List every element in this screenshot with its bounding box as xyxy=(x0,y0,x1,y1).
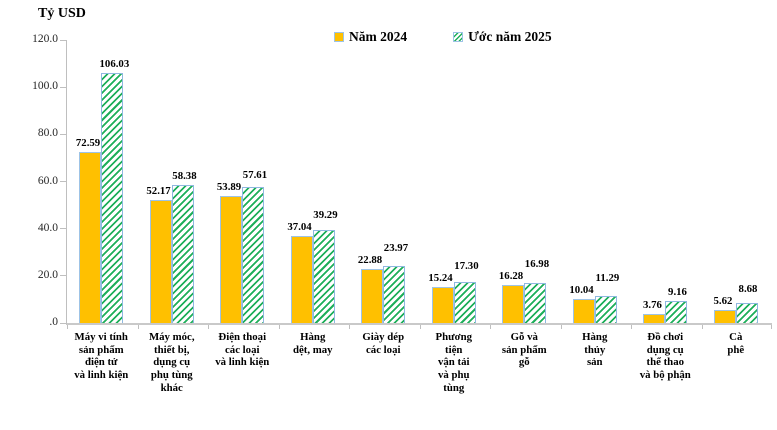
bar-uoc-nam-2025 xyxy=(665,301,687,323)
legend-item-2025: Ước năm 2025 xyxy=(453,29,552,45)
legend-item-2024: Năm 2024 xyxy=(334,29,407,45)
bar-value-label-2025: 8.68 xyxy=(738,282,758,295)
bar-nam-2024 xyxy=(713,309,736,323)
bar-value-label-2025: 17.30 xyxy=(454,260,479,273)
bar-nam-2024 xyxy=(79,151,101,323)
y-tick xyxy=(60,322,67,324)
y-tick xyxy=(60,39,67,41)
bar-value-label-2024: 53.89 xyxy=(216,180,242,193)
category-group: 10.04 11.29 xyxy=(561,40,632,323)
category-group: 22.88 23.97 xyxy=(349,40,420,323)
y-tick-label: 80.0 xyxy=(37,127,58,140)
bar-uoc-nam-2025 xyxy=(171,185,194,323)
bar-nam-2024 xyxy=(643,314,665,323)
bar-value-label-2024: 15.24 xyxy=(428,272,453,285)
bar-value-label-2025: 16.98 xyxy=(524,257,550,270)
bar-value-label-2025: 9.16 xyxy=(668,286,687,299)
bar-nam-2024 xyxy=(149,199,172,323)
y-tick-label: 100.0 xyxy=(32,80,58,93)
y-tick xyxy=(60,133,67,135)
category-label: Giày dép các loại xyxy=(362,331,405,356)
bar-uoc-nam-2025 xyxy=(735,302,758,323)
category-group: 16.28 16.98 xyxy=(490,40,561,323)
category-group: 53.89 57.61 xyxy=(208,40,279,323)
y-tick-label: .0 xyxy=(49,316,58,328)
bar-value-label-2024: 16.28 xyxy=(498,269,524,282)
plot-area: 72.59 106.03 52.17 58.38 53.89 57.61 37.04 39.2… xyxy=(60,39,773,329)
category-group: 15.24 17.30 xyxy=(420,40,491,323)
bar-value-label-2025: 39.29 xyxy=(313,208,338,221)
legend-swatch-2025-icon xyxy=(453,32,464,42)
x-tick xyxy=(631,325,632,329)
category-group: 37.04 39.29 xyxy=(279,40,350,323)
category-label: Máy móc, thiết bị, dụng cụ phụ tùng khác xyxy=(148,331,195,394)
bar-value-label-2025: 11.29 xyxy=(595,272,620,285)
bar-nam-2024 xyxy=(220,195,242,323)
category-label: Máy vi tính sản phẩm điện tử và linh kiệ… xyxy=(74,331,129,382)
y-tick xyxy=(60,181,67,182)
bar-value-label-2024: 52.17 xyxy=(146,184,171,197)
bar-value-label-2024: 72.59 xyxy=(75,136,101,149)
bar-nam-2024 xyxy=(361,269,383,323)
y-tick xyxy=(60,228,67,230)
category-label: Điện thoại các loại và linh kiện xyxy=(215,331,270,369)
x-tick xyxy=(349,325,350,329)
bar-uoc-nam-2025 xyxy=(242,187,264,323)
x-tick xyxy=(701,325,703,329)
bar-uoc-nam-2025 xyxy=(312,230,335,323)
y-tick-label: 20.0 xyxy=(37,268,58,281)
category-label: Gỗ và sản phẩm gỗ xyxy=(501,331,547,369)
x-tick xyxy=(560,325,562,329)
category-group: 52.17 58.38 xyxy=(138,40,209,323)
legend-label-2025: Ước năm 2025 xyxy=(468,29,552,44)
x-tick xyxy=(137,325,139,329)
category-group: 5.62 8.68 xyxy=(702,40,773,323)
category-label: Cà phê xyxy=(727,331,745,356)
x-tick xyxy=(490,325,491,329)
legend: Năm 2024 Ước năm 2025 xyxy=(334,29,552,45)
bar-uoc-nam-2025 xyxy=(101,72,123,323)
bar-uoc-nam-2025 xyxy=(453,282,476,323)
category-label: Đồ chơi dụng cụ thể thao và bộ phận xyxy=(639,331,691,382)
category-group: 72.59 106.03 xyxy=(67,40,138,323)
legend-swatch-2024-icon xyxy=(334,32,344,42)
category-label: Hàng dệt, may xyxy=(292,331,333,356)
bar-nam-2024 xyxy=(290,235,313,323)
y-tick xyxy=(60,86,67,88)
x-tick xyxy=(208,325,209,329)
x-tick xyxy=(771,325,772,329)
category-group: 3.76 9.16 xyxy=(631,40,702,323)
bar-value-label-2024: 5.62 xyxy=(713,294,733,307)
y-tick xyxy=(60,275,67,277)
bar-nam-2024 xyxy=(572,299,595,323)
category-label: Hàng thủy sản xyxy=(582,331,608,369)
y-tick-label: 120.0 xyxy=(32,33,58,45)
bar-uoc-nam-2025 xyxy=(594,296,617,323)
bar-value-label-2025: 58.38 xyxy=(172,170,197,183)
y-tick-label: 60.0 xyxy=(37,174,58,187)
y-tick-label: 40.0 xyxy=(37,221,58,234)
bar-value-label-2025: 57.61 xyxy=(242,168,268,181)
bar-uoc-nam-2025 xyxy=(524,282,546,323)
bar-value-label-2024: 10.04 xyxy=(569,284,594,297)
category-label: Phương tiện vận tải và phụ tùng xyxy=(435,331,472,394)
legend-label-2024: Năm 2024 xyxy=(349,29,408,44)
y-axis-title: Tỷ USD xyxy=(38,6,86,21)
x-tick xyxy=(419,325,421,329)
x-tick xyxy=(278,325,280,329)
bar-nam-2024 xyxy=(431,287,454,323)
bar-value-label-2025: 23.97 xyxy=(383,242,409,255)
bar-value-label-2024: 37.04 xyxy=(287,220,312,233)
bar-value-label-2024: 3.76 xyxy=(643,299,662,312)
bar-uoc-nam-2025 xyxy=(383,266,405,323)
x-tick xyxy=(67,325,68,329)
bar-value-label-2025: 106.03 xyxy=(99,57,130,70)
bar-nam-2024 xyxy=(502,284,524,323)
bar-value-label-2024: 22.88 xyxy=(357,254,383,267)
